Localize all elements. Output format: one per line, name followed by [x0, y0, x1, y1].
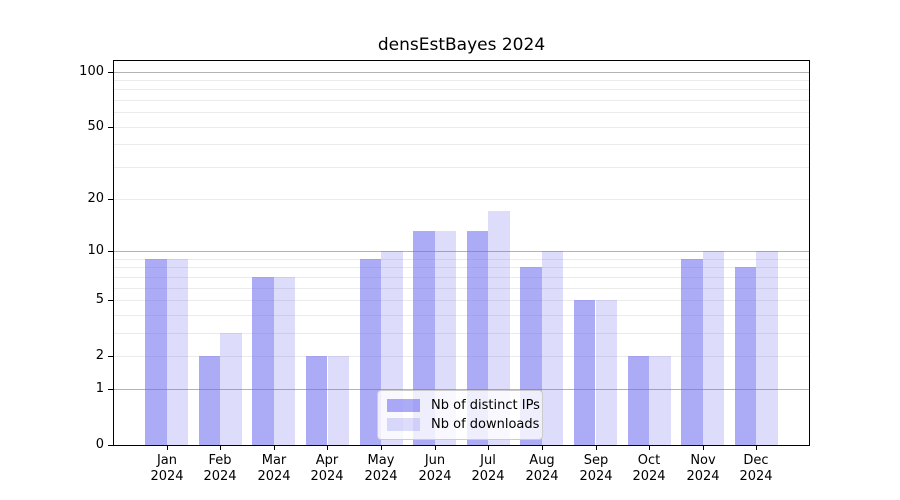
- plot-area: [113, 60, 810, 446]
- x-tick-nov: [703, 446, 704, 450]
- bar-dec-distinct-ips: [734, 267, 757, 445]
- x-tick-label-oct: Oct 2024: [632, 453, 666, 484]
- x-tick-label-apr: Apr 2024: [310, 453, 344, 484]
- x-tick-jun: [435, 446, 436, 450]
- x-tick-may: [381, 446, 382, 450]
- gridline-70: [114, 100, 809, 101]
- gridline-50: [114, 127, 809, 128]
- x-tick-label-jan: Jan 2024: [150, 453, 184, 484]
- y-tick-label-2: 2: [95, 348, 104, 363]
- y-tick-label-100: 100: [79, 64, 104, 79]
- x-tick-dec: [756, 446, 757, 450]
- bar-feb-downloads: [220, 332, 242, 445]
- gridline-100: [114, 72, 809, 73]
- y-tick-label-10: 10: [87, 243, 104, 258]
- legend-entry-distinct-ips: Nb of distinct IPs: [387, 398, 540, 413]
- gridline-90: [114, 80, 809, 81]
- y-tick-label-0: 0: [95, 437, 104, 452]
- gridline-5: [114, 300, 809, 301]
- bar-jan-distinct-ips: [145, 258, 167, 445]
- gridline-40: [114, 144, 809, 145]
- gridline-3: [114, 333, 809, 334]
- x-tick-label-nov: Nov 2024: [686, 453, 720, 484]
- x-tick-jan: [167, 446, 168, 450]
- x-tick-label-may: May 2024: [364, 453, 398, 484]
- bar-nov-distinct-ips: [681, 258, 703, 445]
- bar-jan-downloads: [166, 258, 189, 445]
- bars-layer: [114, 61, 809, 445]
- gridline-20: [114, 199, 809, 200]
- gridline-2: [114, 356, 809, 357]
- bar-oct-distinct-ips: [627, 356, 650, 445]
- gridline-7: [114, 277, 809, 278]
- legend-entry-downloads: Nb of downloads: [387, 417, 539, 432]
- bar-apr-distinct-ips: [305, 356, 328, 445]
- bar-apr-downloads: [327, 356, 350, 445]
- x-tick-label-dec: Dec 2024: [739, 453, 773, 484]
- bar-nov-downloads: [702, 250, 725, 445]
- y-tick-label-50: 50: [87, 119, 104, 134]
- gridline-60: [114, 112, 809, 113]
- legend-swatch-distinct-ips: [387, 399, 420, 412]
- bar-aug-downloads: [541, 250, 564, 445]
- gridline-10: [114, 251, 809, 252]
- x-tick-label-mar: Mar 2024: [257, 453, 291, 484]
- x-tick-label-sep: Sep 2024: [579, 453, 613, 484]
- y-tick-2: [108, 356, 113, 357]
- chart-title: densEstBayes 2024: [377, 35, 546, 55]
- bar-feb-distinct-ips: [198, 356, 221, 445]
- legend-swatch-downloads: [387, 418, 420, 431]
- bar-jul-downloads: [488, 211, 510, 445]
- bar-sep-downloads: [595, 300, 618, 445]
- x-tick-label-feb: Feb 2024: [203, 453, 237, 484]
- y-tick-50: [108, 127, 113, 128]
- y-tick-100: [108, 72, 113, 73]
- gridline-30: [114, 167, 809, 168]
- x-tick-oct: [649, 446, 650, 450]
- legend: Nb of distinct IPs Nb of downloads: [377, 390, 543, 440]
- y-tick-5: [108, 300, 113, 301]
- x-tick-jul: [488, 446, 489, 450]
- x-tick-mar: [274, 446, 275, 450]
- gridline-80: [114, 89, 809, 90]
- bar-sep-distinct-ips: [573, 300, 596, 445]
- x-tick-sep: [596, 446, 597, 450]
- gridlines-layer: [114, 61, 809, 445]
- x-tick-label-jul: Jul 2024: [471, 453, 505, 484]
- x-tick-feb: [220, 446, 221, 450]
- y-tick-label-20: 20: [87, 191, 104, 206]
- y-tick-1: [108, 389, 113, 390]
- bar-dec-downloads: [756, 250, 778, 445]
- x-tick-apr: [327, 446, 328, 450]
- legend-label-downloads: Nb of downloads: [431, 417, 540, 432]
- y-tick-0: [108, 445, 113, 446]
- x-tick-aug: [542, 446, 543, 450]
- gridline-1: [114, 389, 809, 390]
- y-tick-20: [108, 199, 113, 200]
- legend-label-distinct-ips: Nb of distinct IPs: [431, 398, 540, 413]
- bar-oct-downloads: [649, 356, 671, 445]
- gridline-4: [114, 315, 809, 316]
- y-tick-label-5: 5: [95, 292, 104, 307]
- x-tick-label-aug: Aug 2024: [525, 453, 559, 484]
- x-tick-label-jun: Jun 2024: [418, 453, 452, 484]
- y-tick-10: [108, 251, 113, 252]
- y-tick-label-1: 1: [95, 381, 104, 396]
- gridline-8: [114, 267, 809, 268]
- gridline-9: [114, 259, 809, 260]
- bar-mar-downloads: [273, 276, 296, 445]
- bar-may-distinct-ips: [359, 258, 382, 445]
- gridline-6: [114, 288, 809, 289]
- bar-mar-distinct-ips: [252, 276, 274, 445]
